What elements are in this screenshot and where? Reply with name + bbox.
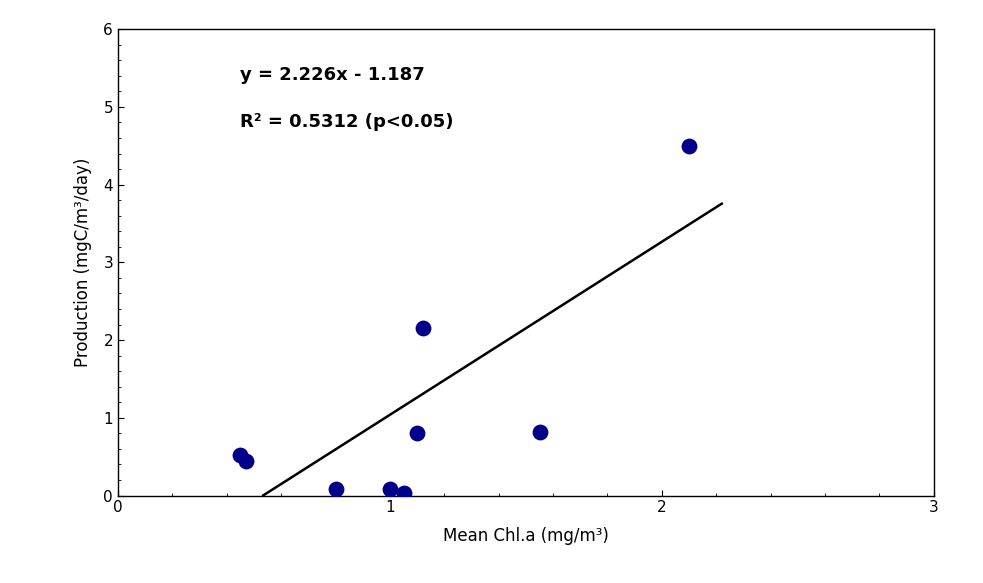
Point bbox=[327, 484, 343, 494]
Point bbox=[415, 324, 431, 333]
Text: y = 2.226x - 1.187: y = 2.226x - 1.187 bbox=[240, 66, 425, 85]
Point bbox=[395, 489, 411, 498]
X-axis label: Mean Chl.a (mg/m³): Mean Chl.a (mg/m³) bbox=[443, 526, 608, 545]
Point bbox=[238, 456, 254, 465]
Point bbox=[382, 484, 398, 494]
Point bbox=[409, 429, 425, 438]
Point bbox=[681, 141, 697, 150]
Point bbox=[532, 427, 548, 437]
Y-axis label: Production (mgC/m³/day): Production (mgC/m³/day) bbox=[75, 157, 92, 367]
Text: R² = 0.5312 (p<0.05): R² = 0.5312 (p<0.05) bbox=[240, 113, 454, 131]
Point bbox=[232, 451, 248, 460]
